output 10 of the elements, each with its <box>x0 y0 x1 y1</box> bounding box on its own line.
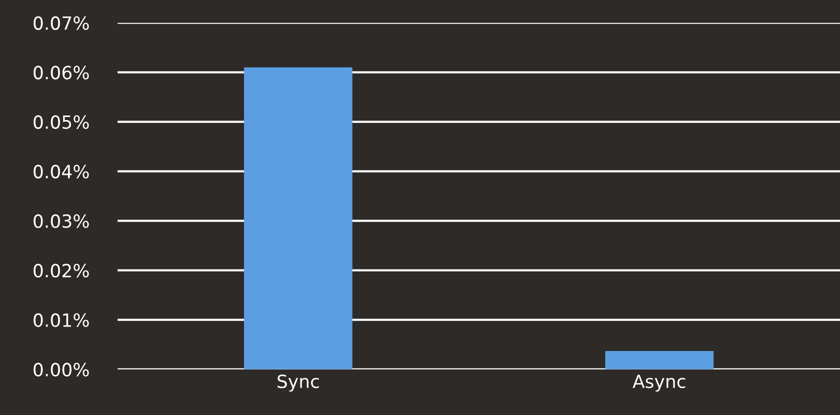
y-tick-label: 0.04% <box>34 164 89 178</box>
x-tick-label: Async <box>632 374 686 392</box>
y-tick-label: 0.07% <box>34 16 89 30</box>
y-tick-label: 0.01% <box>34 313 89 327</box>
y-tick-label: 0.02% <box>34 264 89 278</box>
y-tick-label: 0.05% <box>34 115 89 129</box>
y-tick-label: 0.03% <box>34 214 89 228</box>
x-tick-label: Sync <box>278 374 319 392</box>
y-tick-label: 0.06% <box>34 66 89 80</box>
y-tick-label: 0.00% <box>34 362 89 376</box>
